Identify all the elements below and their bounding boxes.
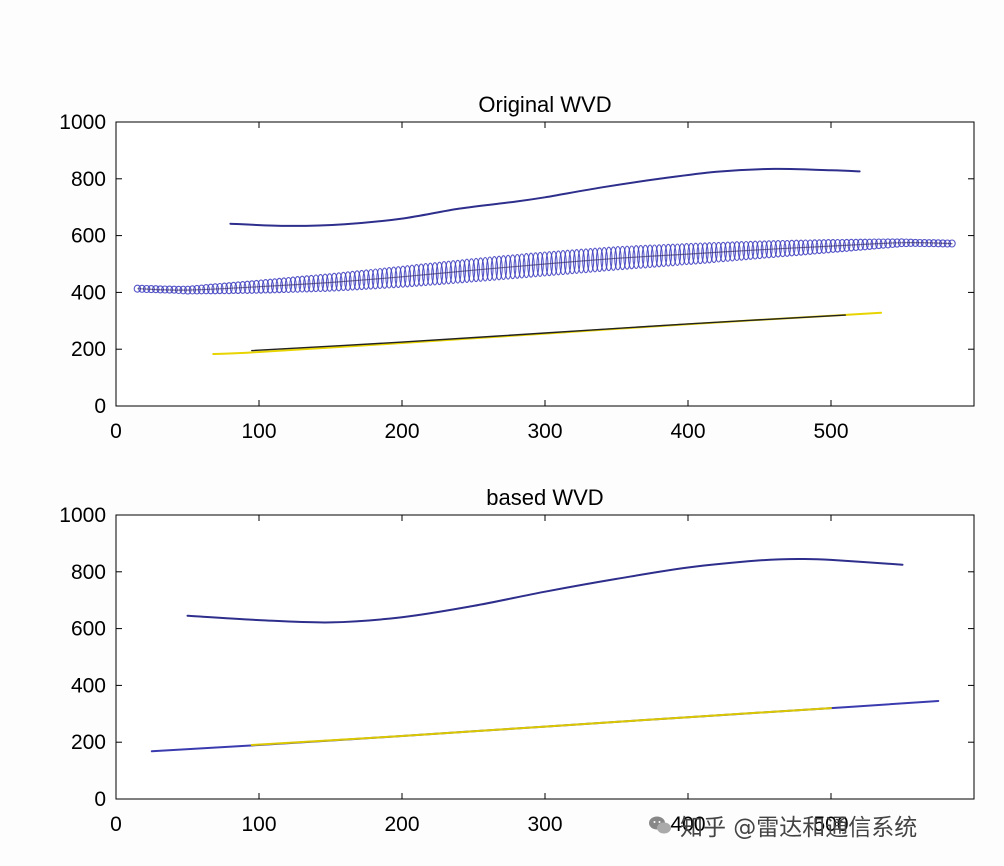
- x-tick-label: 400: [670, 813, 705, 836]
- wechat-icon: [649, 816, 671, 834]
- x-tick-label: 0: [110, 420, 122, 443]
- x-tick-label: 300: [527, 813, 562, 836]
- series-line: [250, 707, 832, 746]
- cross-term-band: [133, 238, 956, 295]
- y-tick-label: 200: [71, 338, 106, 361]
- band-center-line: [137, 242, 953, 291]
- x-tick-label: 300: [527, 420, 562, 443]
- y-tick-label: 200: [71, 731, 106, 754]
- y-tick-label: 800: [71, 168, 106, 191]
- series-line: [229, 167, 861, 227]
- y-tick-label: 600: [71, 225, 106, 248]
- series-line: [186, 557, 904, 624]
- chart-title: Original WVD: [478, 92, 611, 117]
- x-tick-label: 200: [384, 813, 419, 836]
- y-tick-label: 400: [71, 281, 106, 304]
- y-tick-label: 400: [71, 674, 106, 697]
- y-tick-label: 800: [71, 561, 106, 584]
- x-tick-label: 500: [813, 420, 848, 443]
- plot-data: [133, 167, 956, 355]
- y-tick-label: 1000: [59, 504, 106, 527]
- y-tick-label: 600: [71, 618, 106, 641]
- plot-data: [150, 557, 940, 753]
- watermark-text: 知乎 @雷达和通信系统: [680, 815, 918, 841]
- y-tick-label: 0: [94, 788, 106, 811]
- y-tick-label: 1000: [59, 111, 106, 134]
- subplot-based-wvd: 0 100 200 300 400 500 0 200 400 600 800 1000 based W…: [59, 485, 975, 836]
- x-tick-label: 0: [110, 813, 122, 836]
- subplot-original-wvd: 0 100 200 300 400 500 0 200 400 600 800 1000 Origina…: [59, 92, 975, 443]
- x-tick-label: 100: [241, 813, 276, 836]
- watermark: 知乎 @雷达和通信系统: [648, 808, 917, 842]
- x-tick-label: 200: [384, 420, 419, 443]
- axes-background: [116, 515, 974, 799]
- y-tick-label: 0: [94, 395, 106, 418]
- x-tick-label: 500: [813, 813, 848, 836]
- x-tick-label: 400: [670, 420, 705, 443]
- x-tick-label: 100: [241, 420, 276, 443]
- series-line: [251, 314, 846, 352]
- chart-title: based WVD: [486, 485, 603, 510]
